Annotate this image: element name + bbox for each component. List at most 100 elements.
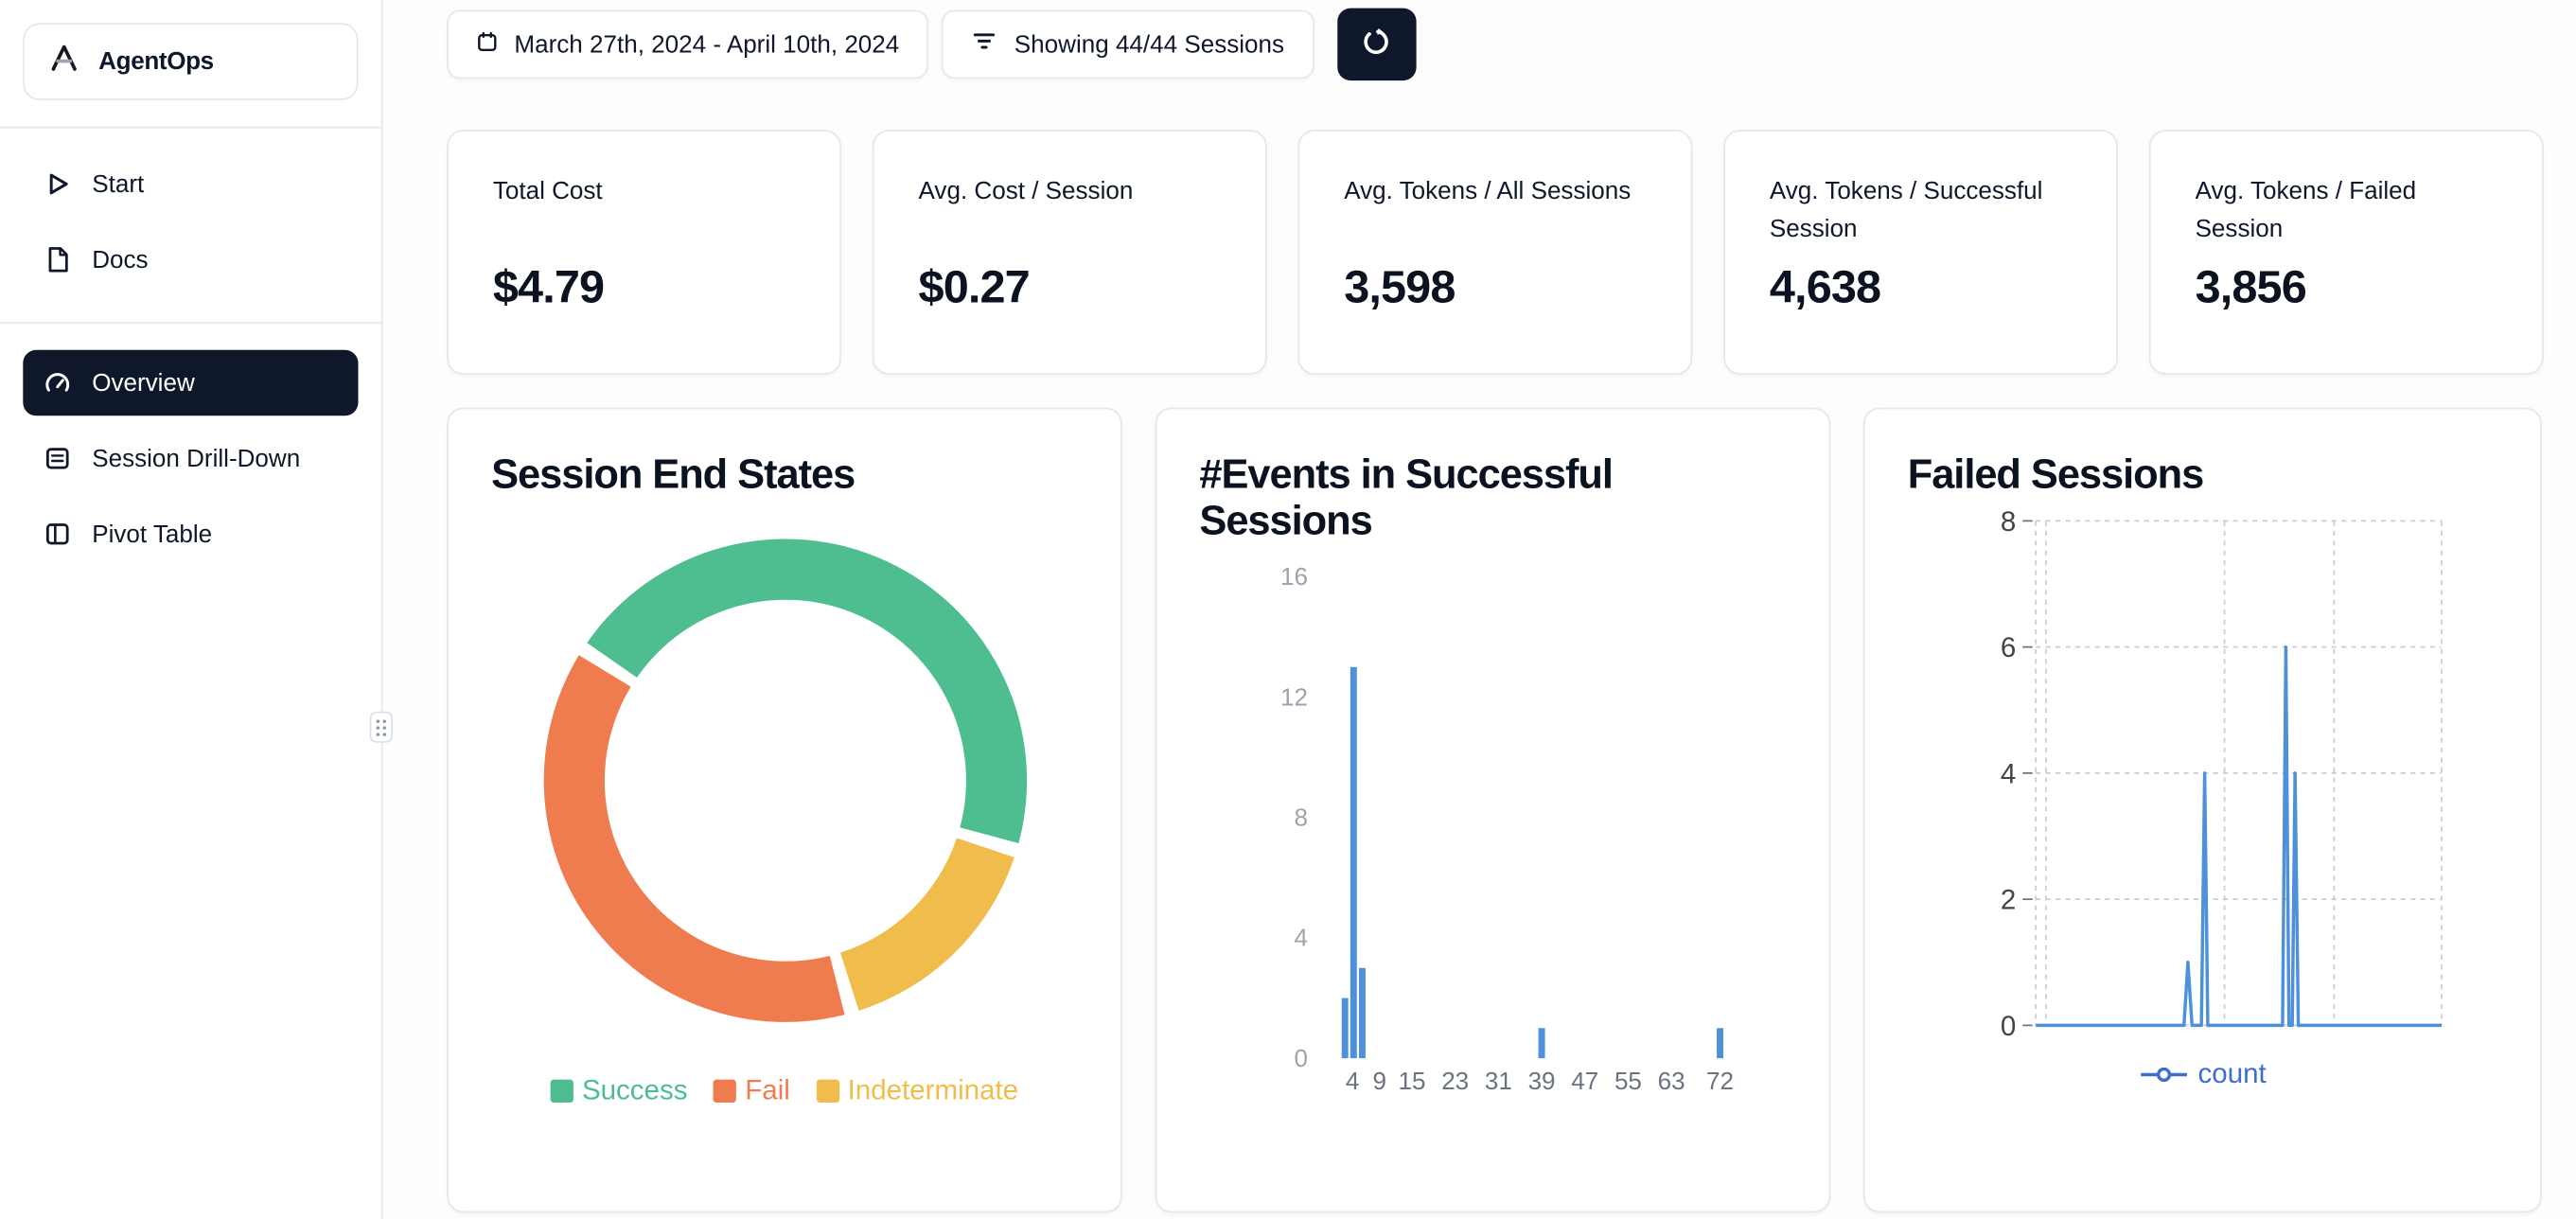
stat-value: 3,598 xyxy=(1344,261,1456,312)
sidebar-divider xyxy=(0,322,381,325)
sidebar-nav-main: Overview Session Drill-Down xyxy=(23,349,359,567)
legend-swatch xyxy=(714,1079,737,1103)
bar xyxy=(1358,967,1366,1059)
session-end-states-card: Session End States Success Fail Indetermin… xyxy=(447,407,1122,1213)
svg-text:63: 63 xyxy=(1658,1067,1685,1095)
legend-label: Success xyxy=(581,1074,688,1106)
stat-value: $4.79 xyxy=(492,261,605,312)
refresh-button[interactable] xyxy=(1336,8,1416,81)
failed-sessions-card: Failed Sessions 0 2 4 6 8 count xyxy=(1862,407,2542,1213)
stat-value: 4,638 xyxy=(1769,261,1881,312)
svg-text:8: 8 xyxy=(1295,803,1308,831)
donut-segment-success xyxy=(586,539,1027,843)
sidebar-item-overview[interactable]: Overview xyxy=(23,349,359,416)
svg-text:0: 0 xyxy=(2001,1011,2016,1040)
drag-dots-icon xyxy=(376,718,387,735)
sidebar-item-session-drill-down[interactable]: Session Drill-Down xyxy=(23,426,358,491)
list-card-icon xyxy=(43,444,72,473)
donut-legend: Success Fail Indeterminate xyxy=(550,1074,1019,1107)
legend-label: Indeterminate xyxy=(847,1074,1019,1106)
sidebar-item-label: Docs xyxy=(92,245,149,274)
filter-icon xyxy=(972,28,998,62)
legend-swatch xyxy=(550,1079,574,1103)
table-icon xyxy=(43,520,72,549)
sidebar-nav-top: Start Docs xyxy=(23,151,358,292)
stat-card-avg-tokens-all: Avg. Tokens / All Sessions 3,598 xyxy=(1297,130,1693,375)
play-icon xyxy=(43,169,72,199)
svg-text:55: 55 xyxy=(1614,1067,1642,1095)
date-range-button[interactable]: March 27th, 2024 - April 10th, 2024 xyxy=(447,9,929,80)
sidebar-item-docs[interactable]: Docs xyxy=(23,227,358,292)
svg-text:39: 39 xyxy=(1528,1067,1556,1095)
legend-swatch xyxy=(816,1079,839,1103)
stat-value: 3,856 xyxy=(2195,261,2307,312)
calendar-icon xyxy=(476,30,498,59)
legend-item-success[interactable]: Success xyxy=(550,1074,688,1107)
stat-card-total-cost: Total Cost $4.79 xyxy=(447,130,841,375)
main-content: March 27th, 2024 - April 10th, 2024 Show… xyxy=(382,0,2576,1219)
sidebar-item-label: Pivot Table xyxy=(92,520,213,549)
svg-text:0: 0 xyxy=(1295,1044,1308,1072)
svg-text:9: 9 xyxy=(1372,1067,1385,1095)
events-histogram-card: #Events in Successful Sessions 0 4 8 12 16 4 9… xyxy=(1155,407,1831,1213)
bar xyxy=(1538,1028,1545,1059)
svg-text:6: 6 xyxy=(2001,632,2016,663)
sidebar: AgentOps Start Docs xyxy=(0,0,393,1219)
line-legend[interactable]: count xyxy=(1908,1058,2497,1091)
legend-label: Fail xyxy=(745,1074,790,1106)
donut-segment-indeterminate xyxy=(839,838,1014,1011)
bar-chart[interactable]: 0 4 8 12 16 4 9 15 23 31 39 47 55 63 72 xyxy=(1199,557,1786,1124)
stat-card-avg-cost-session: Avg. Cost / Session $0.27 xyxy=(872,130,1267,375)
legend-item-indeterminate[interactable]: Indeterminate xyxy=(816,1074,1019,1107)
bar xyxy=(1717,1028,1723,1059)
app-logo-box[interactable]: AgentOps xyxy=(23,23,359,100)
svg-text:2: 2 xyxy=(2001,885,2016,916)
svg-text:15: 15 xyxy=(1399,1067,1426,1095)
sidebar-item-start[interactable]: Start xyxy=(23,151,358,217)
line-legend-label: count xyxy=(2197,1058,2267,1090)
document-icon xyxy=(43,245,72,274)
agentops-logo-icon xyxy=(46,40,82,84)
sidebar-resize-handle[interactable] xyxy=(369,711,393,743)
stat-label: Avg. Tokens / All Sessions xyxy=(1344,177,1632,206)
svg-text:4: 4 xyxy=(1346,1067,1359,1095)
legend-item-fail[interactable]: Fail xyxy=(714,1074,790,1107)
svg-text:23: 23 xyxy=(1441,1067,1469,1095)
sidebar-item-pivot-table[interactable]: Pivot Table xyxy=(23,502,358,567)
svg-text:12: 12 xyxy=(1280,682,1308,711)
stats-row: Total Cost $4.79 Avg. Cost / Session $0.… xyxy=(447,130,2544,375)
sidebar-item-label: Session Drill-Down xyxy=(92,444,301,473)
stat-value: $0.27 xyxy=(918,261,1031,312)
svg-text:8: 8 xyxy=(2001,511,2016,538)
app-title: AgentOps xyxy=(98,47,214,76)
svg-text:31: 31 xyxy=(1485,1067,1512,1095)
sessions-filter-label: Showing 44/44 Sessions xyxy=(1014,30,1285,59)
stat-label: Avg. Tokens / Successful Session xyxy=(1769,177,2043,243)
charts-row: Session End States Success Fail Indetermin… xyxy=(447,407,2543,1213)
bar xyxy=(1350,666,1357,1059)
stat-label: Avg. Cost / Session xyxy=(918,177,1134,206)
bar xyxy=(1341,998,1349,1059)
chart-title: #Events in Successful Sessions xyxy=(1199,451,1614,544)
count-line xyxy=(2036,645,2442,1028)
svg-text:4: 4 xyxy=(1295,924,1308,952)
sidebar-divider xyxy=(0,126,381,129)
sessions-filter-button[interactable]: Showing 44/44 Sessions xyxy=(942,9,1314,80)
line-chart[interactable]: 0 2 4 6 8 xyxy=(1908,506,2497,1049)
stat-card-avg-tokens-successful: Avg. Tokens / Successful Session 4,638 xyxy=(1723,130,2118,375)
svg-text:72: 72 xyxy=(1706,1067,1734,1095)
sidebar-item-label: Overview xyxy=(92,368,195,398)
donut-segment-fail xyxy=(542,655,844,1022)
donut-chart[interactable] xyxy=(538,498,1032,1035)
stat-card-avg-tokens-failed: Avg. Tokens / Failed Session 3,856 xyxy=(2148,130,2544,375)
date-range-label: March 27th, 2024 - April 10th, 2024 xyxy=(514,30,900,59)
svg-text:47: 47 xyxy=(1571,1067,1598,1095)
topbar: March 27th, 2024 - April 10th, 2024 Show… xyxy=(447,8,2543,81)
chart-title: Session End States xyxy=(491,451,856,499)
sidebar-item-label: Start xyxy=(92,169,145,199)
svg-text:16: 16 xyxy=(1280,562,1308,591)
stat-label: Avg. Tokens / Failed Session xyxy=(2195,177,2417,243)
stat-label: Total Cost xyxy=(492,177,603,206)
chart-title: Failed Sessions xyxy=(1907,451,2205,499)
